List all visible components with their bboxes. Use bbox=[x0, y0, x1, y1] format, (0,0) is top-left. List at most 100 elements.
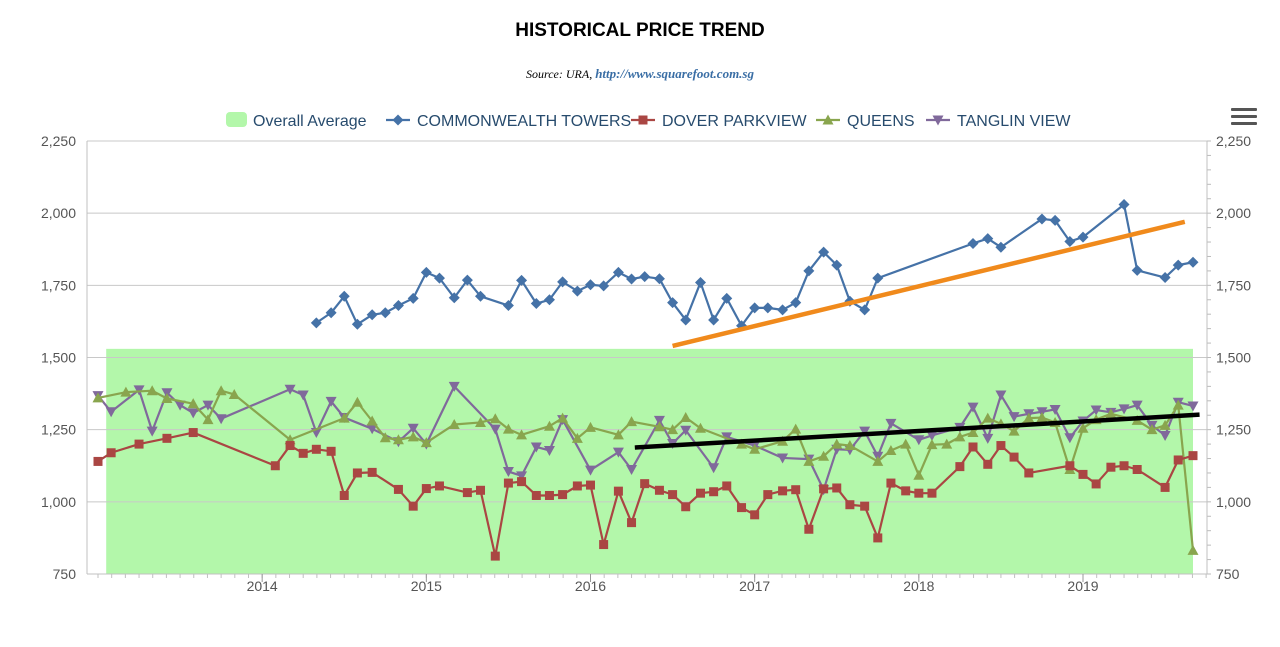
data-point bbox=[325, 396, 337, 407]
data-point bbox=[517, 477, 527, 487]
data-point bbox=[1118, 404, 1130, 415]
data-point bbox=[92, 392, 104, 403]
data-point bbox=[654, 485, 664, 495]
data-point bbox=[832, 483, 842, 493]
data-point bbox=[516, 471, 528, 482]
data-point bbox=[996, 441, 1006, 451]
data-point bbox=[1065, 461, 1075, 471]
data-point bbox=[803, 265, 815, 277]
data-point bbox=[680, 425, 692, 436]
data-point bbox=[187, 408, 199, 419]
data-point bbox=[93, 456, 103, 466]
data-point bbox=[668, 490, 678, 500]
source-link[interactable]: http://www.squarefoot.com.sg bbox=[595, 66, 754, 81]
data-point bbox=[351, 318, 363, 330]
data-point bbox=[804, 524, 814, 534]
legend-label: QUEENS bbox=[847, 113, 915, 130]
data-point bbox=[653, 273, 665, 285]
data-point bbox=[502, 300, 514, 312]
data-point bbox=[680, 412, 692, 423]
data-point bbox=[1119, 461, 1129, 471]
data-point bbox=[803, 455, 815, 466]
data-point bbox=[586, 480, 595, 490]
data-point bbox=[967, 402, 979, 413]
data-point bbox=[626, 465, 638, 476]
data-point bbox=[638, 115, 648, 125]
data-point bbox=[749, 443, 761, 454]
data-point bbox=[285, 441, 295, 451]
data-point bbox=[995, 390, 1007, 401]
legend-label: DOVER PARKVIEW bbox=[662, 113, 808, 130]
data-point bbox=[366, 415, 378, 426]
data-point bbox=[202, 414, 214, 425]
data-point bbox=[983, 459, 993, 469]
data-point bbox=[778, 486, 788, 496]
data-point bbox=[543, 294, 555, 306]
data-point bbox=[955, 462, 965, 472]
chart-menu-button[interactable] bbox=[1231, 108, 1257, 128]
data-point bbox=[598, 280, 610, 292]
data-point bbox=[750, 510, 760, 520]
data-point bbox=[462, 488, 472, 498]
data-point bbox=[284, 384, 296, 395]
data-point bbox=[408, 501, 418, 511]
data-point bbox=[680, 314, 692, 326]
source-prefix: Source: URA, bbox=[526, 67, 596, 81]
data-point bbox=[489, 413, 501, 424]
data-point bbox=[612, 447, 624, 458]
data-point bbox=[790, 423, 802, 434]
y-tick-label-left: 2,000 bbox=[41, 205, 76, 221]
data-point bbox=[885, 444, 897, 455]
x-tick-label: 2015 bbox=[411, 578, 442, 594]
data-point bbox=[407, 292, 419, 304]
data-point bbox=[311, 444, 321, 454]
y-tick-label-right: 1,750 bbox=[1216, 277, 1251, 293]
data-point bbox=[298, 448, 308, 458]
data-point bbox=[845, 500, 855, 510]
data-point bbox=[146, 385, 158, 396]
data-point bbox=[612, 266, 624, 278]
data-point bbox=[1172, 259, 1184, 271]
data-point bbox=[448, 418, 460, 429]
data-point bbox=[914, 488, 924, 498]
data-point bbox=[106, 448, 116, 458]
data-point bbox=[558, 490, 568, 500]
data-point bbox=[695, 488, 705, 498]
data-point bbox=[366, 424, 378, 435]
data-point bbox=[640, 479, 650, 489]
data-point bbox=[585, 421, 596, 432]
data-point bbox=[339, 490, 349, 500]
data-point bbox=[544, 490, 554, 500]
data-point bbox=[585, 465, 596, 476]
data-point bbox=[1131, 264, 1143, 276]
data-point bbox=[708, 314, 720, 326]
data-point bbox=[352, 468, 362, 478]
legend-label: TANGLIN VIEW bbox=[957, 113, 1071, 130]
data-point bbox=[1064, 235, 1076, 247]
data-point bbox=[392, 434, 404, 445]
data-point bbox=[557, 276, 569, 288]
menu-bar-icon bbox=[1231, 115, 1257, 118]
data-point bbox=[420, 437, 432, 448]
data-point bbox=[367, 467, 377, 477]
data-point bbox=[763, 490, 773, 500]
data-point bbox=[543, 445, 555, 456]
data-point bbox=[1106, 462, 1116, 472]
data-point bbox=[667, 297, 679, 309]
data-point bbox=[516, 274, 528, 286]
data-point bbox=[434, 481, 444, 491]
y-tick-label-left: 2,250 bbox=[41, 133, 76, 149]
data-point bbox=[885, 418, 897, 429]
data-point bbox=[1118, 199, 1130, 211]
data-point bbox=[872, 455, 884, 466]
data-point bbox=[134, 439, 144, 449]
data-point bbox=[926, 439, 938, 450]
data-point bbox=[338, 412, 350, 423]
trend-line-2 bbox=[634, 412, 1200, 450]
data-point bbox=[448, 292, 460, 304]
menu-bar-icon bbox=[1231, 108, 1257, 111]
y-tick-label-left: 1,750 bbox=[41, 277, 76, 293]
data-point bbox=[818, 450, 830, 461]
data-point bbox=[982, 233, 994, 245]
data-point bbox=[1159, 419, 1171, 430]
